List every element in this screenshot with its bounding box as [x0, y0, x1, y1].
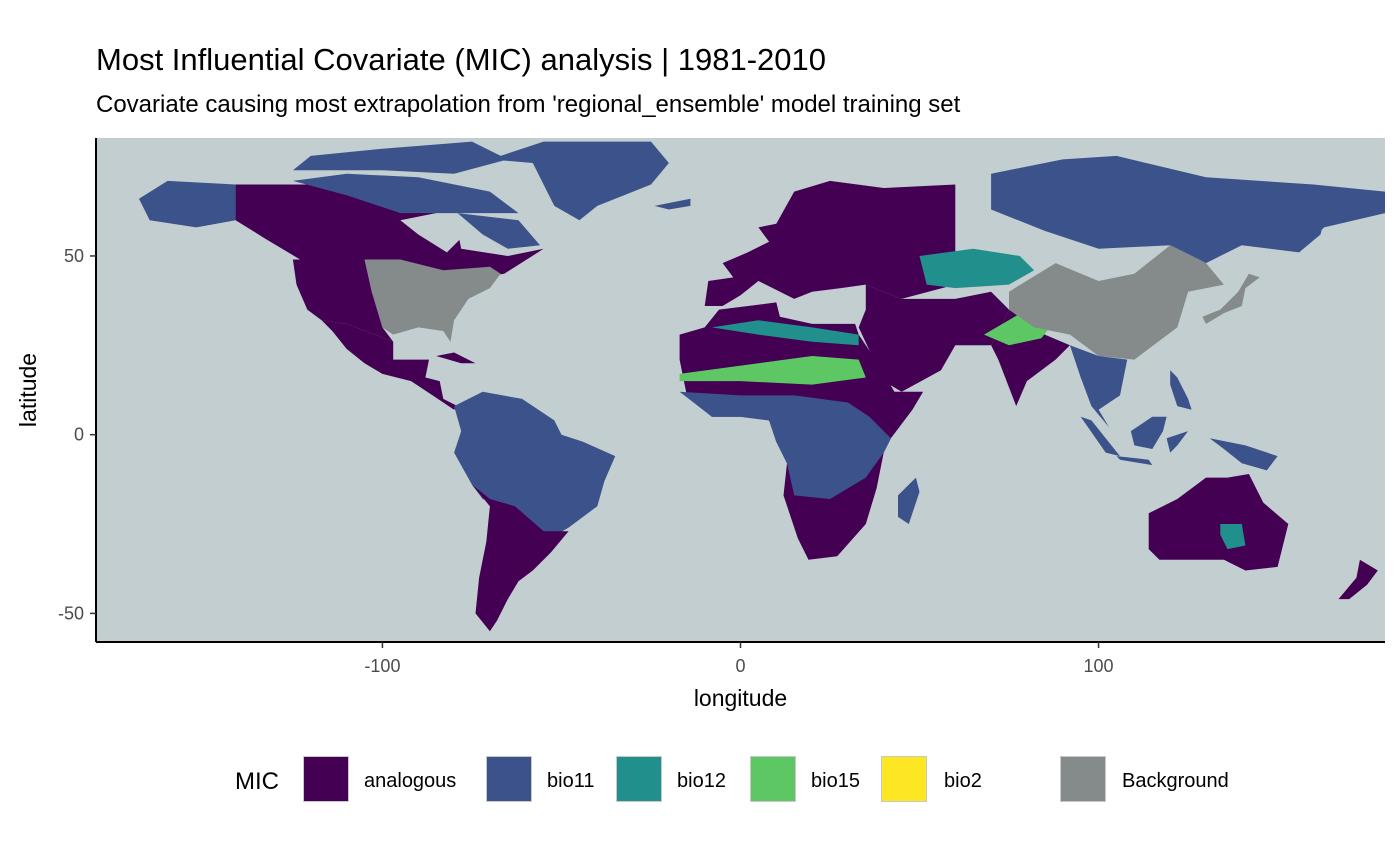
region-cuba [436, 352, 476, 364]
region-arctic-islands [292, 141, 508, 174]
x-tick-label: -100 [364, 656, 400, 676]
region-sahara-north [711, 320, 859, 346]
region-sumatra [1080, 416, 1120, 457]
region-usa-west [292, 259, 394, 342]
region-java [1116, 456, 1153, 466]
region-iceland [654, 198, 691, 210]
y-tick-label: 0 [74, 425, 84, 445]
region-borneo [1130, 416, 1167, 449]
y-tick-label: 50 [64, 246, 84, 266]
region-central-africa [679, 391, 891, 499]
region-australia [1148, 474, 1289, 571]
legend-label-bio11: bio11 [547, 770, 595, 792]
map-regions [139, 141, 1385, 632]
region-kazakhstan [919, 248, 1035, 289]
region-south-america-main [454, 391, 616, 542]
region-new-zealand [1338, 559, 1378, 600]
region-japan [1202, 273, 1260, 324]
region-middle-east [858, 284, 1009, 392]
legend-key-analogous [303, 756, 349, 802]
legend-label-bio15: bio15 [811, 770, 860, 792]
legend-key-bio2 [881, 756, 927, 802]
region-siberia [991, 155, 1385, 264]
region-china [1009, 245, 1224, 360]
region-usa-east [364, 259, 501, 342]
chart-subtitle: Covariate causing most extrapolation fro… [96, 91, 961, 118]
y-tick-label: -50 [58, 603, 84, 623]
region-europe [704, 180, 956, 306]
legend-label-bio2: bio2 [944, 770, 982, 792]
legend-title: MIC [235, 768, 279, 795]
map-plot: -100 0 100 -50 0 50 longitude latitude [15, 138, 1385, 711]
legend-label-analogous: analogous [364, 770, 457, 792]
legend-label-background: Background [1122, 770, 1229, 792]
region-new-guinea [1209, 438, 1278, 471]
x-axis-title: longitude [694, 685, 787, 711]
x-tick-label: 0 [735, 656, 745, 676]
region-madagascar [898, 477, 920, 524]
region-alaska [139, 180, 236, 228]
region-canada [235, 184, 544, 281]
legend-key-bio12 [616, 756, 662, 802]
region-philippines [1170, 370, 1192, 410]
axis-ticks: -100 0 100 -50 0 50 [58, 246, 1114, 676]
region-sulawesi [1166, 431, 1189, 453]
legend-key-bio15 [750, 756, 796, 802]
region-canadian-arctic-north [292, 173, 519, 214]
x-tick-label: 100 [1084, 656, 1114, 676]
region-south-america-south [472, 484, 569, 632]
legend-key-bio11 [486, 756, 532, 802]
region-kamchatka [1299, 220, 1325, 253]
chart-title: Most Influential Covariate (MIC) analysi… [96, 42, 826, 77]
legend-key-background [1060, 756, 1106, 802]
legend: MIC analogous bio11 bio12 bio15 bio2 Backgrou… [0, 752, 1400, 812]
region-labrador [457, 213, 540, 249]
region-australia-interior [1220, 524, 1246, 550]
region-mexico [321, 320, 458, 410]
region-se-asia [1069, 345, 1128, 428]
region-sahara-band [679, 356, 866, 385]
y-axis-title: latitude [15, 353, 41, 427]
region-hudson-bay [400, 209, 462, 253]
legend-label-bio12: bio12 [677, 770, 726, 792]
region-greenland [489, 141, 669, 221]
